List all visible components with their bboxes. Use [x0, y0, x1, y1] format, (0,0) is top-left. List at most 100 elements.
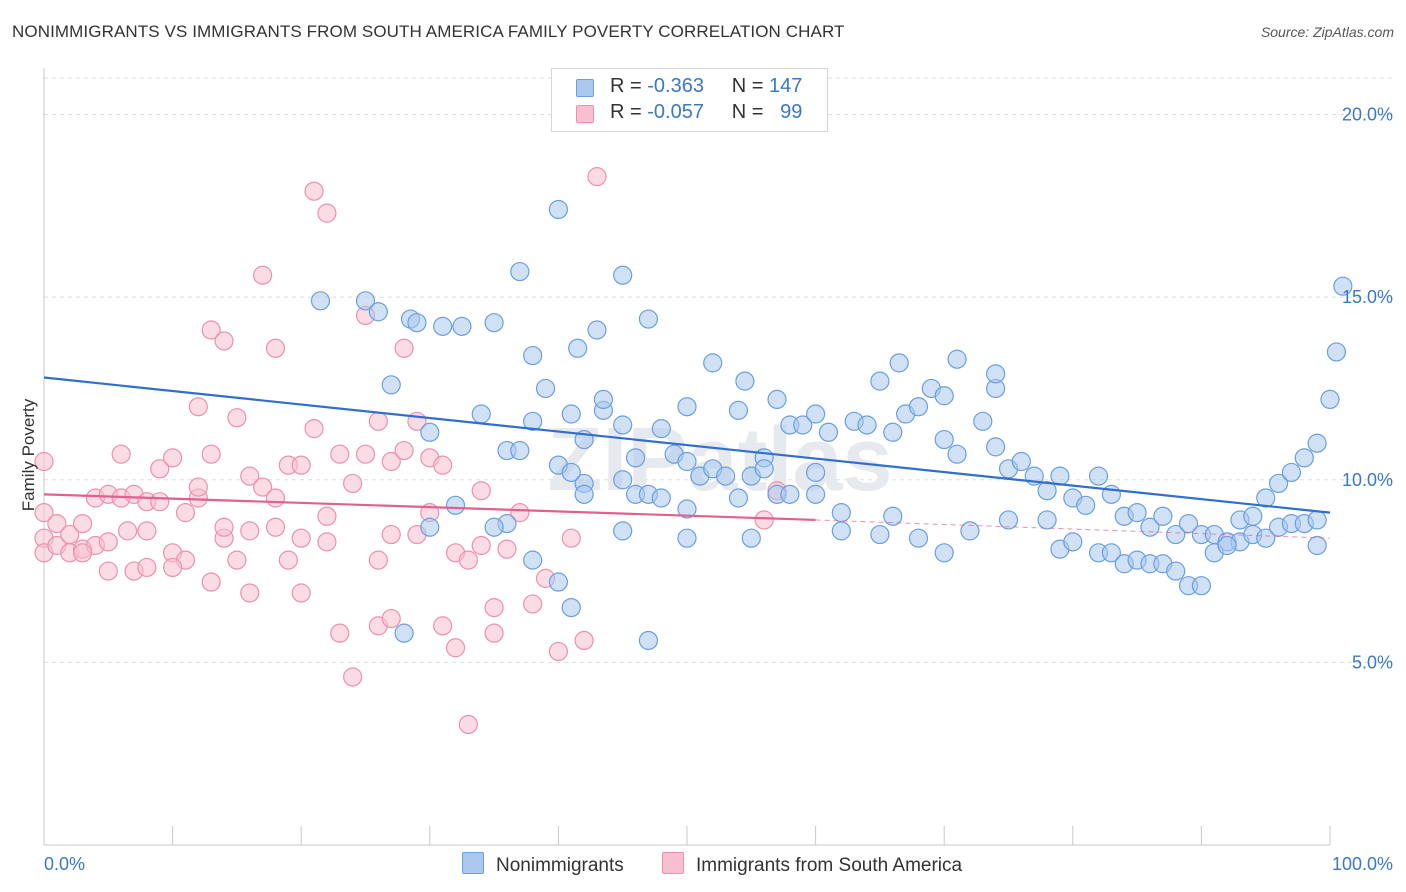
bottom-swatch-blue [462, 852, 484, 874]
nonimmigrant-point [484, 313, 504, 333]
immigrant-point [34, 451, 54, 472]
nonimmigrant-point [407, 313, 427, 333]
immigrant-point [117, 521, 138, 541]
nonimmigrant-point [638, 309, 659, 329]
nonimmigrant-point [908, 528, 929, 548]
immigrant-point [304, 181, 324, 201]
nonimmigrant-point [420, 422, 440, 442]
nonimmigrant-point [574, 484, 594, 504]
nonimmigrant-point [934, 386, 954, 406]
immigrant-point [98, 532, 118, 552]
bottom-legend-label: Immigrants from South America [696, 855, 963, 876]
nonimmigrant-point [613, 415, 633, 435]
nonimmigrant-point [1037, 481, 1057, 501]
nonimmigrant-point [484, 517, 504, 537]
immigrant-point [278, 550, 298, 570]
immigrant-point [98, 561, 118, 581]
immigrant-point [72, 543, 93, 563]
immigrant-point [433, 616, 453, 636]
immigrant-point [188, 397, 208, 417]
immigrant-point [163, 448, 183, 468]
immigrant-point [510, 503, 530, 523]
source-label: Source: ZipAtlas.com [1260, 24, 1394, 40]
bottom-legend-label: Nonimmigrants [496, 855, 624, 876]
nonimmigrant-point [1050, 466, 1070, 486]
immigrant-point [227, 550, 247, 570]
immigrant-point [240, 466, 260, 486]
immigrant-point [291, 583, 311, 603]
nonimmigrant-point [625, 448, 646, 468]
immigrant-point [265, 338, 286, 358]
legend-n-value: 99 [780, 101, 803, 123]
nonimmigrant-point [548, 199, 569, 220]
immigrant-point [561, 528, 581, 548]
nonimmigrant-point [381, 375, 401, 395]
nonimmigrant-point [510, 261, 530, 282]
immigrant-point [291, 455, 311, 475]
nonimmigrant-point [1011, 451, 1031, 472]
y-axis-label: Family Poverty [19, 398, 38, 511]
nonimmigrant-point [523, 345, 543, 366]
nonimmigrant-point [934, 543, 954, 563]
nonimmigrant-point [452, 316, 472, 336]
immigrant-point [484, 597, 504, 618]
immigrant-point [34, 503, 54, 523]
nonimmigrant-point [1166, 561, 1186, 581]
legend-swatch-pink [576, 105, 594, 123]
nonimmigrant-point [831, 503, 851, 523]
legend-swatch-blue [576, 79, 594, 97]
immigrant-point [214, 517, 234, 537]
immigrant-point [188, 477, 208, 497]
nonimmigrant-point [870, 371, 890, 391]
immigrant-point [201, 320, 221, 340]
legend-r-label: R = [610, 101, 642, 123]
nonimmigrant-point [613, 470, 633, 490]
nonimmigrant-point [1191, 576, 1212, 596]
immigrant-point [317, 532, 337, 552]
nonimmigrant-point [1294, 448, 1314, 468]
nonimmigrant-point [1127, 503, 1147, 523]
immigrant-point [381, 451, 401, 472]
nonimmigrant-point [1243, 506, 1263, 526]
trend-lines [43, 376, 1331, 539]
nonimmigrant-point [793, 415, 813, 435]
immigrant-point [227, 408, 247, 428]
nonimmigrant-point [947, 444, 967, 464]
nonimmigrant-point [310, 291, 331, 311]
nonimmigrant-point [1326, 342, 1347, 362]
nonimmigrant-point [780, 484, 800, 504]
immigrant-point [163, 557, 183, 578]
nonimmigrant-point [1256, 488, 1276, 508]
chart-title: NONIMMIGRANTS VS IMMIGRANTS FROM SOUTH A… [12, 22, 845, 41]
nonimmigrant-point [857, 415, 877, 435]
immigrant-point [368, 411, 388, 431]
nonimmigrant-point [535, 378, 556, 399]
nonimmigrant-point [523, 411, 543, 431]
legend-n-label: N = [731, 75, 764, 97]
immigrant-point [137, 557, 157, 578]
nonimmigrant-point [883, 506, 903, 526]
legend-n-value: 147 [769, 75, 803, 97]
nonimmigrant-point [754, 459, 774, 479]
immigrant-point [304, 419, 324, 439]
immigrant-point [343, 667, 363, 687]
immigrant-point [175, 503, 196, 523]
legend-r-label: R = [610, 75, 642, 97]
nonimmigrant-point [1281, 462, 1302, 483]
nonimmigrant-point [1166, 524, 1186, 545]
nonimmigrant-point [703, 353, 723, 373]
bottom-legend-immigrants: Immigrants from South America [662, 852, 962, 877]
nonimmigrant-point [510, 440, 530, 461]
bottom-legend-nonimmigrants: Nonimmigrants [462, 852, 624, 877]
nonimmigrant-point [889, 353, 909, 373]
nonimmigrant-point [908, 397, 929, 417]
nonimmigrant-point [883, 422, 903, 442]
nonimmigrant-point [561, 404, 581, 424]
nonimmigrant-point [1333, 276, 1353, 296]
immigrant-point [484, 623, 504, 643]
immigrant-point [330, 444, 350, 464]
nonimmigrant-point [433, 316, 453, 336]
nonimmigrant-point [1307, 510, 1327, 530]
x-tick-label: 100.0% [1332, 854, 1393, 874]
nonimmigrant-point [1101, 543, 1121, 563]
